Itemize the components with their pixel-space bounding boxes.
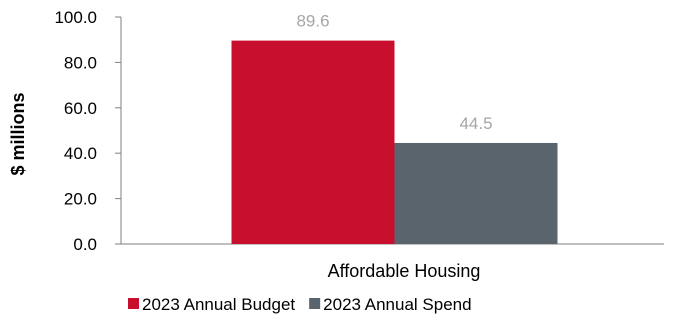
bars	[231, 40, 558, 244]
legend-label: 2023 Annual Budget	[142, 295, 295, 314]
data-label: 44.5	[459, 114, 492, 133]
y-axis-title: $ millions	[8, 92, 28, 175]
legend: 2023 Annual Budget 2023 Annual Spend	[128, 295, 472, 314]
y-axis-ticks: 0.0 20.0 40.0 60.0 80.0 100.0	[54, 8, 121, 254]
data-labels: 89.6 44.5	[296, 12, 492, 133]
x-category-label: Affordable Housing	[328, 261, 481, 281]
y-tick-label: 40.0	[64, 144, 97, 163]
y-tick-label: 20.0	[64, 190, 97, 209]
legend-swatch	[128, 298, 139, 309]
bar-annual-spend	[394, 142, 558, 244]
data-label: 89.6	[296, 12, 329, 31]
legend-label: 2023 Annual Spend	[323, 295, 471, 314]
y-tick-label: 60.0	[64, 99, 97, 118]
y-tick-label: 100.0	[54, 8, 97, 27]
y-tick-label: 0.0	[73, 235, 97, 254]
bar-annual-budget	[231, 40, 395, 244]
y-tick-label: 80.0	[64, 53, 97, 72]
legend-swatch	[309, 298, 321, 309]
